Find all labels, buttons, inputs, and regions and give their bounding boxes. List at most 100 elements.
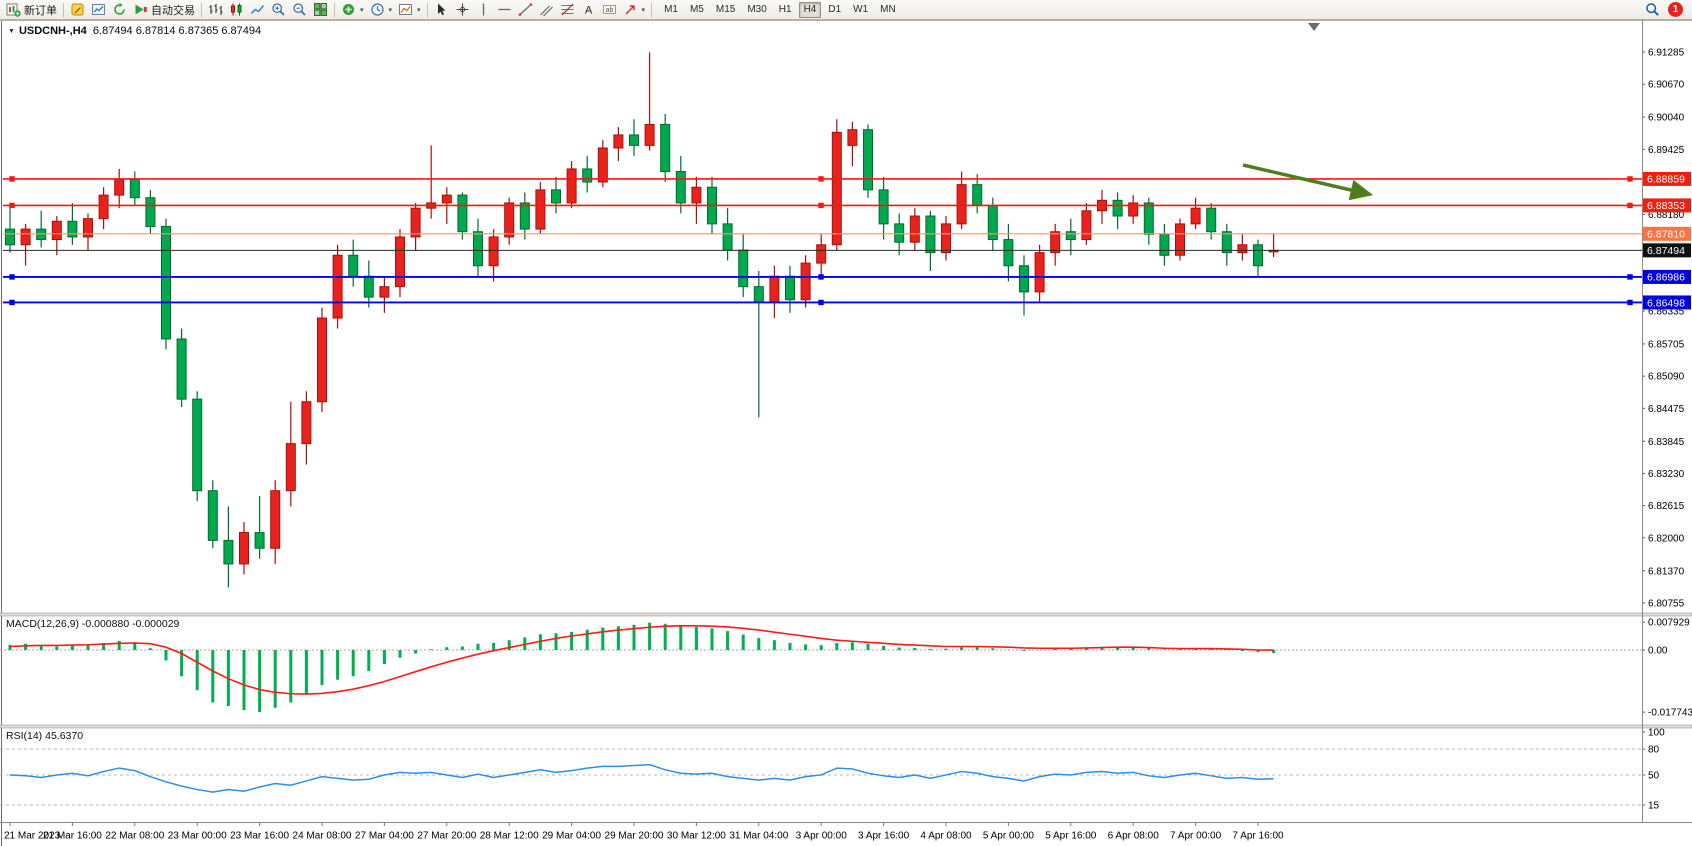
line-handle[interactable] xyxy=(9,299,15,306)
line-handle[interactable] xyxy=(9,202,15,209)
candlestick-chart-icon xyxy=(231,3,242,16)
candle xyxy=(1112,192,1123,230)
metaeditor-icon xyxy=(71,3,84,16)
arrows-tool-button[interactable]: ▾ xyxy=(620,1,649,19)
new-order-icon xyxy=(6,3,21,17)
line-handle[interactable] xyxy=(818,274,824,280)
chart-shift-marker[interactable] xyxy=(1308,23,1320,31)
candle xyxy=(285,401,296,507)
tile-windows-button[interactable] xyxy=(310,1,331,19)
timeframe-button-m1[interactable]: M1 xyxy=(664,3,678,15)
candle xyxy=(1221,223,1232,266)
candles-layer xyxy=(5,52,1279,588)
crosshair-icon xyxy=(456,3,469,16)
trendline-tool-button[interactable] xyxy=(515,1,536,19)
main-toolbar: 新订单 自动交易 ▾ ▾ ▾ xyxy=(0,0,1692,20)
refresh-button[interactable] xyxy=(109,1,130,19)
crosshair-tool-button[interactable] xyxy=(452,1,473,19)
candle xyxy=(769,265,780,319)
price-badge xyxy=(1643,295,1691,310)
line-handle[interactable] xyxy=(818,176,824,182)
candle xyxy=(1237,234,1248,261)
candle xyxy=(20,223,31,266)
text-icon: A xyxy=(584,5,592,17)
line-handle[interactable] xyxy=(1627,274,1633,280)
notification-badge[interactable]: 1 xyxy=(1668,2,1683,17)
line-chart-button[interactable] xyxy=(247,1,268,19)
bar-chart-button[interactable] xyxy=(205,1,226,19)
bar-chart-icon xyxy=(209,4,223,15)
timeframe-button-d1[interactable]: D1 xyxy=(828,3,842,15)
text-label-tool-button[interactable]: ab xyxy=(599,1,620,19)
candle xyxy=(488,229,499,282)
candle xyxy=(956,171,967,230)
price-badge xyxy=(1643,226,1691,241)
cursor-tool-button[interactable] xyxy=(431,1,452,19)
macd-axis-label: -0.017743 xyxy=(1648,708,1692,719)
strategy-tester-button[interactable] xyxy=(88,1,109,19)
chart-canvas[interactable]: 6.91285 6.90670 6.90040 6.89425 6.88180 6.863… xyxy=(0,20,1692,846)
periods-button[interactable]: ▾ xyxy=(367,1,396,19)
line-handle[interactable] xyxy=(1627,299,1633,306)
price-axis-label: 6.83230 xyxy=(1648,469,1685,480)
macd-histogram xyxy=(8,622,1276,712)
price-badge xyxy=(1643,243,1691,258)
time-label: 24 Mar 08:00 xyxy=(293,831,352,842)
candle xyxy=(270,480,281,564)
vertical-line-tool-button[interactable] xyxy=(473,1,494,19)
candle xyxy=(582,155,593,193)
price-badge xyxy=(1643,198,1691,213)
timeframe-button-m5[interactable]: M5 xyxy=(689,3,704,15)
timeframe-button-m15[interactable]: M15 xyxy=(715,3,736,15)
timeframe-button-m30[interactable]: M30 xyxy=(747,3,767,15)
candle xyxy=(83,213,93,251)
price-axis-label: 6.82615 xyxy=(1648,501,1685,512)
new-order-label: 新订单 xyxy=(24,4,57,17)
indicators-button[interactable]: ▾ xyxy=(338,1,367,19)
line-handle[interactable] xyxy=(9,274,15,280)
timeframe-button-w1[interactable]: W1 xyxy=(853,3,869,15)
line-handle[interactable] xyxy=(818,299,824,306)
trend-arrow-annotation[interactable] xyxy=(1242,163,1374,201)
line-handle[interactable] xyxy=(1627,176,1633,182)
timeframe-button-mn[interactable]: MN xyxy=(880,3,896,15)
candle xyxy=(1128,195,1139,224)
price-badge-label: 6.88353 xyxy=(1647,200,1685,212)
text-label-icon: ab xyxy=(602,5,616,14)
line-handle[interactable] xyxy=(1627,202,1633,209)
candle xyxy=(847,121,858,167)
timeframe-button-h1[interactable]: H1 xyxy=(778,3,792,15)
templates-button[interactable]: ▾ xyxy=(395,1,424,19)
horizontal-line-tool-button[interactable] xyxy=(494,1,515,19)
price-badge xyxy=(1643,269,1691,284)
svg-text:A: A xyxy=(584,5,592,17)
candle xyxy=(613,127,624,162)
zoom-in-button[interactable] xyxy=(268,1,289,19)
chart-window[interactable]: 6.91285 6.90670 6.90040 6.89425 6.88180 6.863… xyxy=(0,20,1692,846)
candlestick-chart-button[interactable] xyxy=(226,1,247,19)
price-axis-label: 6.89425 xyxy=(1648,145,1685,156)
candle xyxy=(1159,223,1170,266)
zoom-out-button[interactable] xyxy=(289,1,310,19)
panel-splitter[interactable] xyxy=(0,724,1692,729)
candle xyxy=(317,307,327,413)
new-order-button[interactable]: 新订单 xyxy=(3,1,60,19)
search-icon[interactable] xyxy=(1645,2,1660,17)
timeframe-group: M1 M5 M15 M30 H1 H4 D1 W1 MN xyxy=(659,1,901,18)
line-handle[interactable] xyxy=(818,202,824,209)
candle xyxy=(551,176,561,214)
panel-splitter[interactable] xyxy=(0,612,1692,617)
candle xyxy=(566,161,577,209)
toolbar-right-group: 1 xyxy=(1645,2,1689,17)
metaeditor-button[interactable] xyxy=(67,1,88,19)
candle xyxy=(145,189,156,235)
autotrading-button[interactable]: 自动交易 xyxy=(130,1,198,19)
line-handle[interactable] xyxy=(9,176,15,182)
channel-tool-button[interactable] xyxy=(536,1,557,19)
time-label: 29 Mar 20:00 xyxy=(605,831,664,842)
price-badge xyxy=(1643,171,1691,186)
timeframe-button-h4[interactable]: H4 xyxy=(798,1,822,18)
text-tool-button[interactable]: A xyxy=(578,1,599,19)
fibonacci-tool-button[interactable] xyxy=(557,1,578,19)
cursor-icon xyxy=(437,3,446,16)
